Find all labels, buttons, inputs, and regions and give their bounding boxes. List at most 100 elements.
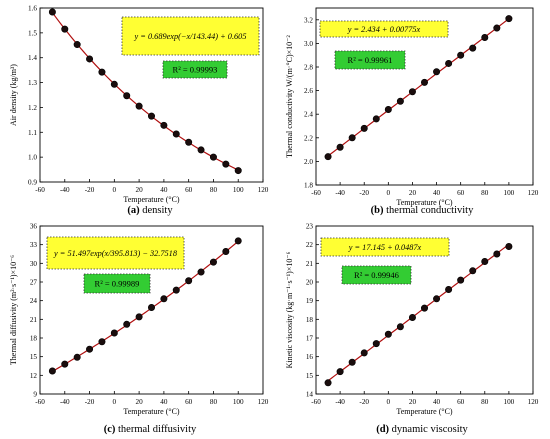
panel-b-plot-frame — [315, 7, 534, 186]
panel-b-data-point — [324, 153, 332, 161]
panel-a-data-point — [135, 102, 143, 110]
panel-c-data-point — [61, 360, 69, 368]
panel-b-xtick-label: 80 — [481, 189, 489, 197]
panel-d-xtick-label: 100 — [503, 398, 514, 406]
panel-b-data-point — [360, 124, 368, 132]
panel-c-data-point — [185, 277, 193, 285]
panel-c-xtick-label: -20 — [85, 398, 95, 406]
panel-a-equation: y = 0.689exp(−x/143.44) + 0.605 — [134, 32, 247, 41]
panel-b-xtick-label: 20 — [409, 189, 417, 197]
panel-b-xtick-label: 0 — [387, 189, 391, 197]
panel-a-data-point — [234, 167, 242, 175]
panel-d-data-point — [433, 295, 441, 303]
panel-b-ytick-label: 3.2 — [304, 16, 313, 24]
panel-d-data-point — [481, 257, 489, 265]
panel-d-caption-tag: (d) — [376, 424, 389, 435]
panel-b-ytick-label: 1.8 — [304, 182, 313, 190]
panel-d-ytick-label: 21 — [306, 260, 314, 268]
panel-d-xtick-label: -40 — [335, 398, 345, 406]
panel-c-xtick-label: -60 — [35, 398, 45, 406]
panel-c-data-point — [73, 353, 81, 361]
panel-d-data-point — [505, 243, 513, 251]
panel-a-ytick-label: 1.3 — [28, 79, 37, 87]
panel-b-xtick-label: -60 — [311, 189, 321, 197]
panel-c-xtick-label: 80 — [210, 398, 218, 406]
panel-d-caption: (d) dynamic viscosity — [376, 424, 468, 435]
panel-d-ylabel: Kinetic viscosity (kg·m⁻¹·s⁻¹)×10⁻⁶ — [285, 251, 294, 368]
panel-c-ytick-label: 30 — [30, 260, 38, 268]
panel-c-data-point — [86, 345, 94, 353]
panel-a-data-point — [110, 80, 118, 88]
panel-d-plot-frame — [315, 225, 534, 395]
panel-b-ylabel: Thermal conductivity W/(m·°C)×10⁻² — [285, 35, 294, 158]
panel-c-data-point — [48, 367, 56, 375]
panel-a-data-point — [86, 55, 94, 63]
panel-a-xtick-label: 60 — [185, 186, 193, 194]
panel-a-data-point — [48, 8, 56, 16]
panel-d-data-point — [324, 379, 332, 387]
panel-b-xtick-label: 60 — [457, 189, 465, 197]
panel-d-ytick-label: 15 — [306, 372, 314, 380]
panel-d: -60 -40 -20 0 20 40 60 80 100 120 14 15 16 17 18 19 20 21… — [285, 223, 539, 436]
panel-b-data-point — [493, 24, 501, 32]
panel-c-data-point — [148, 304, 156, 312]
panel-d-ytick-label: 17 — [306, 335, 314, 343]
panel-d-equation: y = 17.145 + 0.0487x — [348, 243, 422, 252]
panel-c-data-point — [222, 248, 230, 256]
panel-a-data-point — [98, 68, 106, 76]
panel-a-ylabel: Air density (kg/m³) — [9, 64, 18, 126]
panel-a-data-point — [172, 130, 180, 138]
panel-b-data-point — [348, 134, 356, 142]
panel-d-fit-line — [327, 243, 510, 382]
panel-a-caption: (a) density — [127, 205, 173, 216]
panel-b-equation-box — [319, 20, 449, 38]
panel-a-data-point — [160, 121, 168, 129]
panel-c-plot-frame — [39, 225, 264, 395]
panel-a-data-point — [61, 25, 69, 33]
panel-b-xtick-label: 40 — [433, 189, 441, 197]
panel-c: -60 -40 -20 0 20 40 60 80 100 120 9 12 15 18 21 24 27 30 3… — [9, 223, 269, 436]
panel-c-xtick-label: 60 — [185, 398, 193, 406]
panel-d-ytick-label: 14 — [306, 391, 314, 399]
panel-b-data-point — [457, 51, 465, 59]
panel-c-ytick-label: 9 — [33, 391, 37, 399]
panel-d-data-point — [457, 276, 465, 284]
panel-c-r2: R² = 0.99989 — [95, 279, 140, 289]
panel-b-data-point — [372, 115, 380, 123]
panel-c-ytick-label: 33 — [30, 241, 38, 249]
panel-c-data-point — [123, 320, 131, 328]
panel-d-ytick-label: 19 — [306, 297, 314, 305]
panel-b-xlabel: Temperature (°C) — [396, 198, 453, 207]
panel-a-xtick-label: 0 — [113, 186, 117, 194]
panel-a-plot-frame — [39, 7, 264, 183]
panel-b-xtick-label: -40 — [335, 189, 345, 197]
panel-d-data-point — [360, 349, 368, 357]
panel-c-equation: y = 51.497exp(x/395.813) − 32.7518 — [53, 249, 178, 258]
panel-a-xlabel: Temperature (°C) — [123, 195, 180, 204]
panel-b-ytick-label: 2.6 — [304, 87, 313, 95]
panel-d-xtick-label: -60 — [311, 398, 321, 406]
panel-c-ytick-label: 36 — [30, 223, 38, 231]
panel-c-xtick-label: 0 — [113, 398, 117, 406]
panel-a-r2-box — [162, 60, 228, 79]
panel-c-ytick-label: 15 — [30, 353, 38, 361]
panel-c-ylabel: Thermal diffusivity (m²·s⁻¹)×10⁻⁶ — [9, 255, 18, 365]
panel-b-data-point — [384, 105, 392, 113]
panel-b-r2: R² = 0.99961 — [348, 55, 393, 65]
panel-c-ytick-label: 12 — [30, 372, 38, 380]
panel-d-ytick-label: 18 — [306, 316, 314, 324]
panel-c-data-point — [160, 295, 168, 303]
panel-a-caption-text: density — [140, 205, 174, 216]
panel-c-data-point — [110, 329, 118, 337]
panel-b-r2-box — [334, 50, 406, 70]
panel-b-ytick-label: 2.8 — [304, 64, 313, 72]
panel-c-equation-box — [46, 236, 185, 270]
panel-d-xtick-label: -20 — [359, 398, 369, 406]
panel-b-data-point — [420, 78, 428, 86]
panel-c-r2-box — [83, 273, 151, 294]
panel-d-data-point — [336, 368, 344, 376]
panel-d-xtick-label: 80 — [481, 398, 489, 406]
panel-b-data-point — [433, 68, 441, 76]
panel-a-ytick-label: 1.2 — [28, 104, 37, 112]
